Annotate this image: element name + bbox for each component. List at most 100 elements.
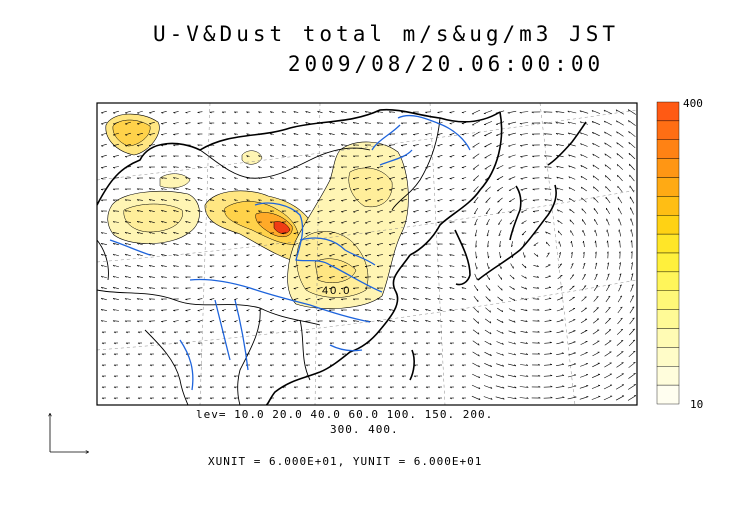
wind-vector	[101, 232, 107, 234]
wind-vector-head	[520, 189, 523, 191]
wind-vector	[437, 133, 443, 135]
wind-vector	[281, 287, 287, 289]
wind-vector-head	[197, 188, 200, 190]
wind-vector-head	[221, 342, 224, 345]
wind-vector-head	[526, 397, 529, 399]
wind-vector-head	[580, 143, 582, 146]
wind-vector-head	[136, 231, 139, 234]
wind-vector-head	[221, 111, 224, 114]
wind-vector	[377, 309, 383, 311]
wind-vector-head	[475, 245, 478, 248]
colorbar-swatch	[656, 309, 680, 329]
wind-vector-head	[608, 307, 611, 309]
wind-vector-head	[124, 221, 127, 223]
wind-vector	[508, 176, 516, 180]
wind-vector	[101, 154, 107, 158]
wind-vector-head	[245, 342, 248, 345]
wind-vector	[520, 353, 528, 355]
wind-vector-head	[526, 353, 528, 355]
wind-vector	[305, 232, 311, 234]
wind-vector-head	[561, 341, 564, 343]
wind-vector	[222, 199, 226, 201]
wind-vector-head	[425, 254, 428, 257]
wind-vector-head	[388, 244, 392, 246]
wind-vector	[425, 308, 431, 312]
wind-vector-head	[185, 133, 188, 136]
wind-vector-head	[353, 397, 356, 400]
wind-vector-head	[233, 364, 236, 367]
wind-vector	[483, 396, 493, 400]
wind-vector	[305, 254, 311, 256]
wind-vector-head	[293, 233, 296, 235]
wind-vector-head	[101, 167, 104, 169]
wind-vector	[341, 220, 347, 224]
wind-vector	[317, 287, 323, 289]
wind-vector-head	[543, 111, 546, 114]
wind-vector-head	[353, 375, 356, 378]
wind-vector-head	[293, 386, 296, 389]
wind-vector-head	[185, 342, 188, 345]
wind-vector	[546, 241, 550, 247]
wind-vector	[437, 155, 443, 157]
wind-vector	[579, 110, 589, 114]
wind-vector-head	[556, 144, 558, 146]
wind-vector-head	[148, 320, 152, 323]
wind-vector-head	[100, 232, 103, 234]
wind-vector-head	[425, 200, 428, 202]
wind-vector	[475, 240, 477, 248]
wind-vector	[592, 329, 600, 335]
wind-vector-head	[258, 210, 261, 213]
wind-vector-head	[513, 309, 516, 312]
wind-vector-head	[401, 386, 404, 389]
wind-vector-head	[574, 374, 577, 376]
wind-vector	[520, 144, 528, 146]
wind-vector	[594, 229, 598, 237]
wind-vector-head	[269, 144, 272, 147]
wind-vector-head	[486, 223, 489, 226]
wind-vector	[592, 164, 600, 170]
wind-vector-head	[631, 284, 634, 287]
wind-vector-head	[185, 310, 188, 312]
wind-vector-head	[570, 251, 573, 254]
wind-vector	[173, 243, 179, 245]
wind-vector-head	[101, 386, 104, 389]
wind-vector	[605, 307, 611, 313]
wind-vector-head	[233, 397, 236, 400]
wind-vector-head	[377, 375, 380, 378]
wind-vector-head	[148, 309, 151, 312]
wind-vector-head	[221, 155, 224, 158]
wind-vector	[270, 133, 274, 135]
wind-vector-head	[209, 155, 212, 158]
wind-vector-head	[544, 155, 547, 158]
wind-vector	[629, 317, 635, 325]
wind-vector	[495, 396, 505, 400]
wind-vector	[305, 298, 311, 300]
wind-vector	[329, 221, 335, 223]
wind-vector	[125, 221, 131, 223]
wind-vector-head	[281, 188, 284, 191]
wind-vector-head	[281, 321, 284, 323]
wind-vector-head	[329, 386, 332, 389]
wind-vector-head	[234, 277, 237, 279]
wind-vector-head	[364, 111, 367, 113]
wind-vector-head	[537, 352, 540, 355]
wind-vector	[197, 232, 203, 234]
wind-vector-head	[376, 133, 379, 136]
wind-vector	[376, 265, 384, 267]
wind-vector	[209, 287, 215, 289]
wind-vector-head	[209, 210, 212, 213]
wind-vector-head	[124, 298, 127, 300]
wind-vector	[509, 274, 515, 280]
wind-vector-head	[197, 210, 200, 212]
wind-vector-head	[449, 178, 452, 180]
wind-vector-head	[594, 251, 597, 254]
wind-vector-head	[185, 321, 188, 323]
wind-vector-head	[136, 298, 139, 301]
wind-vector-head	[305, 155, 308, 158]
wind-vector	[221, 276, 227, 278]
wind-vector	[628, 350, 636, 358]
wind-vector	[581, 186, 587, 192]
wind-vector-head	[352, 155, 355, 158]
wind-vector	[137, 242, 143, 246]
wind-vector	[580, 175, 588, 181]
